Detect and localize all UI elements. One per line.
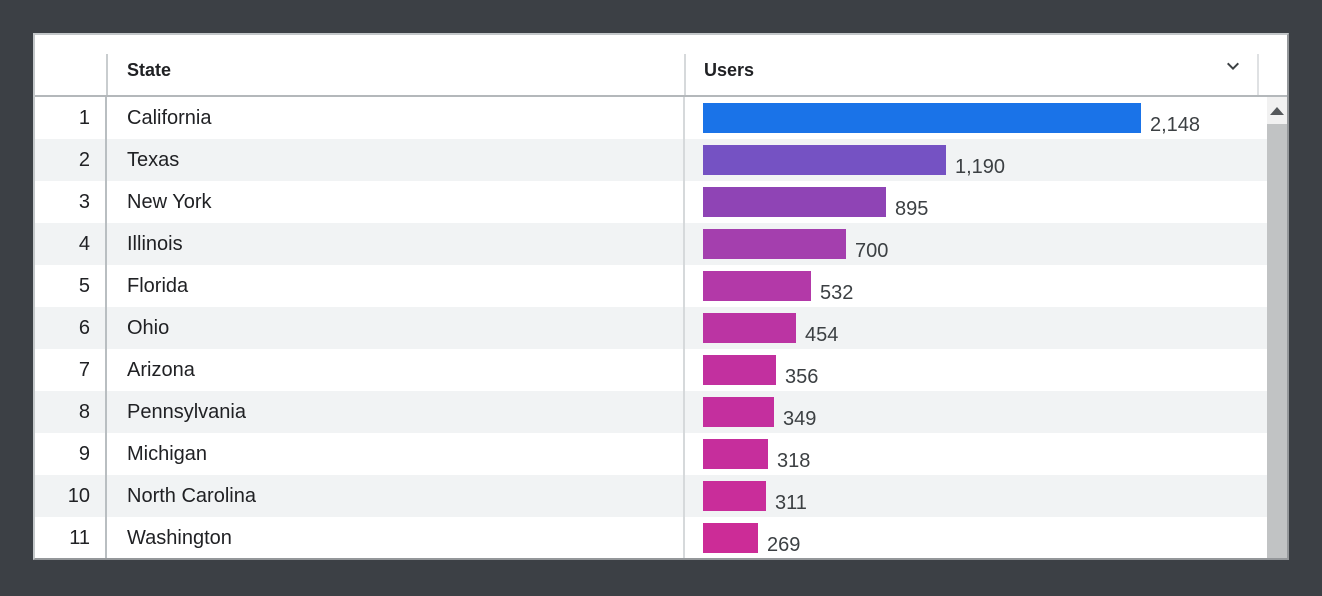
row-rank: 5 (78, 274, 90, 297)
users-value: 700 (855, 239, 889, 262)
row-state: California (127, 106, 212, 129)
row-rank: 8 (78, 400, 90, 423)
row-state: Illinois (127, 232, 183, 255)
users-bar (703, 523, 758, 553)
users-bar (703, 229, 846, 259)
table-row[interactable]: 7 Arizona 356 (35, 349, 1267, 391)
users-bar (703, 145, 946, 175)
table-row[interactable]: 5 Florida 532 (35, 265, 1267, 307)
row-rank: 6 (78, 316, 90, 339)
row-rank: 2 (78, 148, 90, 171)
table-body: 1 California 2,148 2 Texas 1,190 3 New Y… (35, 97, 1267, 558)
table-row[interactable]: 10 North Carolina 311 (35, 475, 1267, 517)
scroll-up-arrow-icon (1270, 106, 1284, 115)
row-rank: 10 (67, 484, 90, 507)
users-value: 349 (783, 407, 817, 430)
users-bar (703, 397, 774, 427)
row-rank: 4 (78, 232, 90, 255)
row-rank: 1 (78, 106, 90, 129)
users-value: 1,190 (955, 155, 1006, 178)
row-state: Florida (127, 274, 189, 297)
row-state: North Carolina (127, 484, 256, 507)
users-value: 318 (777, 449, 811, 472)
table-row[interactable]: 9 Michigan 318 (35, 433, 1267, 475)
table-row[interactable]: 11 Washington 269 (35, 517, 1267, 558)
users-bar (703, 355, 776, 385)
scroll-up-button[interactable] (1267, 97, 1287, 124)
column-header-state[interactable]: State (107, 35, 685, 95)
users-value: 356 (785, 365, 819, 388)
row-state: Texas (127, 148, 180, 171)
users-bar (703, 187, 886, 217)
row-state: New York (127, 190, 212, 213)
row-rank: 9 (78, 442, 90, 465)
row-rank: 7 (78, 358, 90, 381)
users-bar (703, 271, 811, 301)
row-state: Arizona (127, 358, 195, 381)
table-header: State Users (35, 35, 1287, 97)
users-bar (703, 313, 796, 343)
scrollbar-thumb[interactable] (1267, 124, 1287, 558)
table-row[interactable]: 4 Illinois 700 (35, 223, 1267, 265)
table-row[interactable]: 8 Pennsylvania 349 (35, 391, 1267, 433)
users-value: 2,148 (1150, 113, 1201, 136)
chevron-down-icon[interactable] (1221, 54, 1245, 78)
header-divider (684, 54, 686, 95)
table-row[interactable]: 2 Texas 1,190 (35, 139, 1267, 181)
users-bar (703, 481, 766, 511)
row-rank: 11 (69, 526, 90, 549)
column-header-rank (35, 35, 107, 95)
row-rank: 3 (78, 190, 90, 213)
table-row[interactable]: 1 California 2,148 (35, 97, 1267, 139)
users-by-state-card: State Users 1 California 2,148 2 (33, 33, 1289, 560)
users-bar (703, 103, 1141, 133)
header-divider (1257, 54, 1259, 95)
users-value: 269 (767, 533, 801, 556)
row-state: Pennsylvania (127, 400, 246, 423)
row-state: Michigan (127, 442, 208, 465)
users-value: 454 (805, 323, 839, 346)
column-header-state-label: State (127, 59, 172, 80)
scrollbar[interactable] (1267, 97, 1287, 558)
column-header-users[interactable]: Users (685, 35, 1287, 95)
row-state: Ohio (127, 316, 170, 339)
header-divider (106, 54, 108, 95)
users-value: 895 (895, 197, 929, 220)
table-row[interactable]: 3 New York 895 (35, 181, 1267, 223)
column-header-users-label: Users (704, 59, 755, 80)
users-bar (703, 439, 768, 469)
users-value: 532 (820, 281, 854, 304)
table-row[interactable]: 6 Ohio 454 (35, 307, 1267, 349)
row-state: Washington (127, 526, 232, 549)
users-value: 311 (775, 491, 807, 514)
